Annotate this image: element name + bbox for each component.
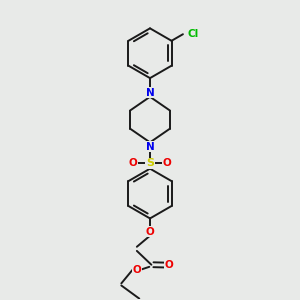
Text: O: O bbox=[146, 226, 154, 237]
Text: N: N bbox=[146, 142, 154, 152]
Text: O: O bbox=[163, 158, 172, 168]
Text: S: S bbox=[146, 158, 154, 168]
Text: O: O bbox=[133, 265, 141, 275]
Text: N: N bbox=[146, 88, 154, 98]
Text: Cl: Cl bbox=[187, 29, 198, 39]
Text: O: O bbox=[164, 260, 173, 270]
Text: O: O bbox=[128, 158, 137, 168]
